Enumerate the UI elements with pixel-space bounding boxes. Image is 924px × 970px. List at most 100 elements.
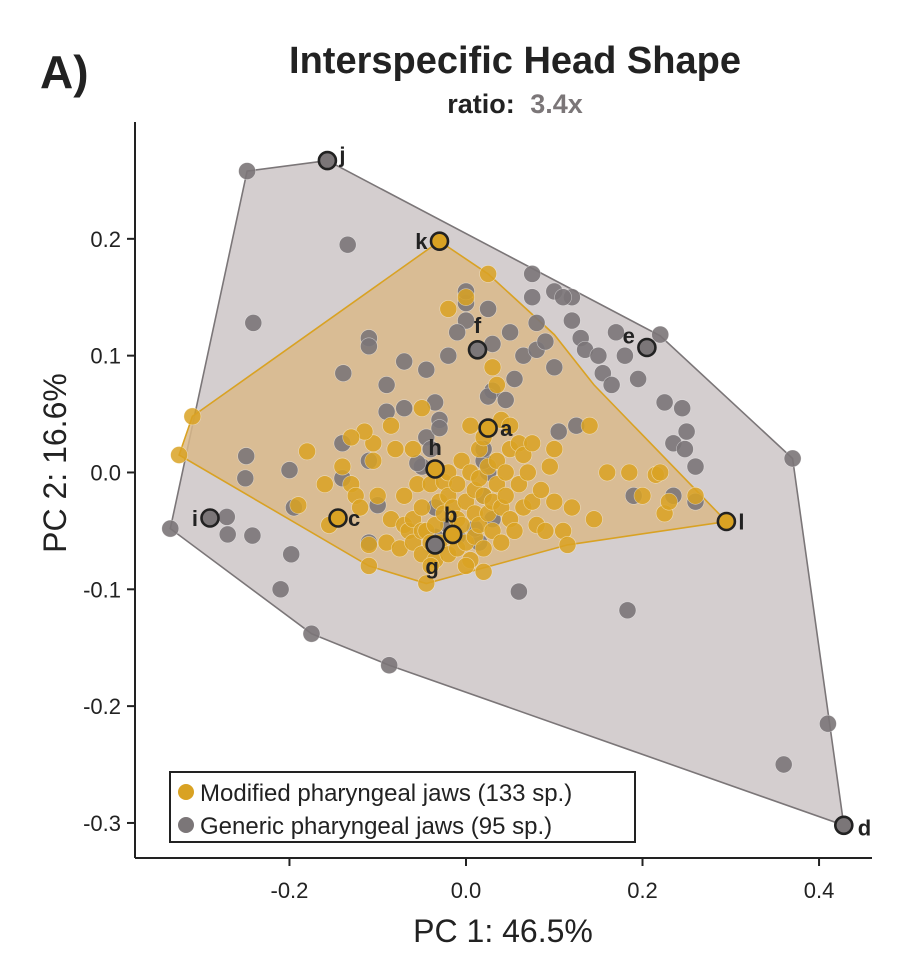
generic-point <box>271 580 290 599</box>
generic-point <box>501 323 519 342</box>
modified-point <box>448 475 467 494</box>
generic-point <box>783 449 802 468</box>
x-tick-label: 0.2 <box>627 878 658 903</box>
x-tick-label: -0.2 <box>271 878 309 903</box>
modified-point <box>523 434 542 453</box>
panel-label: A) <box>40 46 89 98</box>
specimen-label-i: i <box>192 506 198 531</box>
modified-point <box>333 457 352 476</box>
generic-point <box>523 265 542 283</box>
specimen-label-c: c <box>348 506 360 531</box>
generic-point <box>774 755 793 774</box>
modified-point <box>474 539 493 558</box>
legend-swatch-generic <box>178 817 194 833</box>
modified-point <box>360 536 378 554</box>
modified-point <box>395 486 414 505</box>
modified-point <box>580 416 599 435</box>
modified-point <box>298 442 316 461</box>
generic-point <box>686 457 705 476</box>
specimen-marker-h <box>425 459 445 479</box>
x-tick-label: 0.4 <box>804 878 835 903</box>
modified-point <box>417 574 436 593</box>
generic-point <box>651 325 670 344</box>
specimen-marker-f <box>467 339 488 360</box>
modified-point <box>492 533 511 552</box>
modified-point <box>545 440 564 458</box>
modified-point <box>505 522 524 540</box>
generic-point <box>430 419 449 437</box>
generic-point <box>505 370 524 388</box>
modified-point <box>496 486 515 505</box>
x-axis-label: PC 1: 46.5% <box>413 913 593 949</box>
generic-point <box>280 461 299 479</box>
modified-points <box>170 232 736 593</box>
labeled-specimens: a b c d e f g h i j k l <box>192 143 871 841</box>
modified-point <box>686 486 705 505</box>
modified-point <box>183 407 202 426</box>
modified-point <box>518 463 537 482</box>
specimen-label-e: e <box>623 324 635 349</box>
modified-point <box>651 463 670 482</box>
chart-title: Interspecific Head Shape <box>289 40 741 82</box>
generic-point <box>549 422 568 441</box>
generic-point <box>618 601 637 620</box>
y-tick-label: -0.1 <box>83 577 121 602</box>
generic-point <box>395 399 414 418</box>
modified-point <box>536 522 555 540</box>
modified-point <box>170 446 188 464</box>
generic-point <box>676 440 694 458</box>
modified-point <box>342 428 361 447</box>
modified-point <box>386 440 405 458</box>
generic-point <box>629 370 647 388</box>
generic-point <box>417 360 436 379</box>
modified-point <box>585 510 603 529</box>
generic-point <box>236 469 255 488</box>
generic-point <box>237 447 255 465</box>
modified-point <box>368 486 387 505</box>
modified-point <box>404 440 422 458</box>
generic-point <box>395 352 414 371</box>
modified-point <box>633 486 652 505</box>
modified-hull <box>178 240 729 585</box>
specimen-label-b: b <box>444 502 457 527</box>
modified-point <box>532 481 550 499</box>
modified-point <box>563 498 581 517</box>
generic-point <box>527 314 546 332</box>
y-tick-label: 0.1 <box>90 344 121 369</box>
generic-point <box>616 346 634 365</box>
modified-point <box>540 457 559 476</box>
generic-point <box>607 323 625 342</box>
generic-point <box>218 525 237 544</box>
generic-point <box>421 440 440 458</box>
specimen-marker-e <box>637 337 657 358</box>
y-tick-label: 0.2 <box>90 227 121 252</box>
generic-point <box>218 508 236 526</box>
generic-point <box>302 624 321 643</box>
modified-point <box>620 463 639 482</box>
specimen-marker-d <box>833 815 854 836</box>
generic-point <box>655 393 674 412</box>
modified-point <box>545 492 564 511</box>
generic-point <box>563 311 581 330</box>
modified-point <box>501 416 519 435</box>
generic-point <box>496 391 515 409</box>
specimen-marker-g <box>425 535 445 555</box>
modified-point <box>457 288 475 307</box>
generic-point <box>439 346 458 365</box>
specimen-marker-c <box>328 508 348 528</box>
generic-point <box>448 323 467 342</box>
modified-point <box>598 463 617 482</box>
specimen-marker-a <box>478 418 498 438</box>
generic-point <box>238 162 256 180</box>
legend-swatch-modified <box>178 784 194 800</box>
generic-point <box>510 582 528 601</box>
specimen-label-j: j <box>338 143 345 168</box>
modified-point <box>461 416 480 435</box>
specimen-label-a: a <box>500 416 513 441</box>
generic-point <box>479 300 497 318</box>
y-tick-label: -0.2 <box>83 694 121 719</box>
modified-point <box>382 416 400 435</box>
generic-point <box>243 526 262 545</box>
generic-point <box>589 346 608 365</box>
